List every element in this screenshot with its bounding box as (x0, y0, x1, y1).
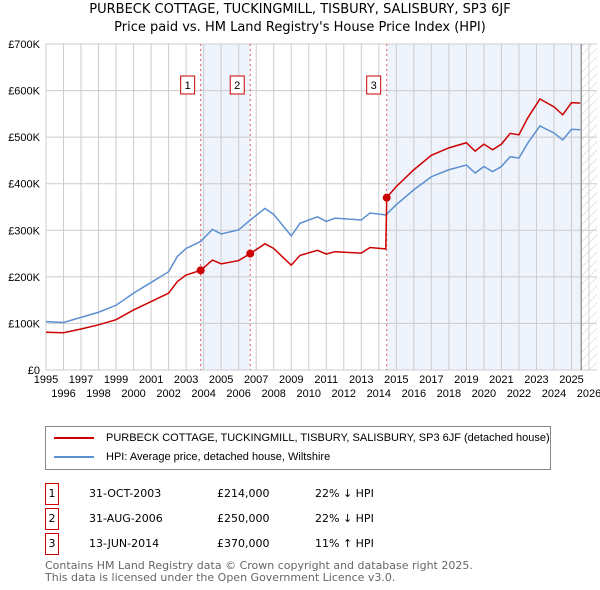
legend-swatch-property (54, 437, 94, 439)
sale-label-box (366, 75, 382, 95)
sale-row: 3 13-JUN-2014 £370,000 11% ↑ HPI (45, 533, 445, 555)
sale-point (382, 193, 391, 202)
x-tick-label: 2024 (542, 388, 566, 400)
sale-label-box (229, 75, 245, 95)
x-tick-label: 2004 (191, 388, 215, 400)
x-tick-label: 1995 (34, 374, 58, 386)
property-line (45, 97, 581, 334)
sale-label: 1 (185, 80, 191, 92)
x-tick-label: 2013 (349, 374, 373, 386)
sale-number: 1 (45, 483, 59, 505)
sale-hpi-diff: 22% ↓ HPI (315, 487, 374, 500)
y-tick-label: £200K (8, 272, 40, 284)
x-tick-label: 1997 (69, 374, 93, 386)
legend-label-hpi: HPI: Average price, detached house, Wilt… (106, 451, 331, 463)
chart-title: PURBECK COTTAGE, TUCKINGMILL, TISBURY, S… (89, 2, 511, 17)
x-tick-label: 2016 (402, 388, 426, 400)
sale-number: 3 (45, 533, 59, 555)
y-tick-label: £700K (8, 39, 40, 51)
sale-hpi-diff: 11% ↑ HPI (315, 537, 374, 550)
y-tick-label: £0 (28, 365, 40, 377)
x-tick-label: 1999 (104, 374, 128, 386)
x-tick-label: 2011 (314, 374, 338, 386)
x-tick-label: 2000 (121, 388, 145, 400)
sale-point (196, 266, 205, 275)
y-tick-label: £500K (8, 132, 40, 144)
x-tick-label: 2009 (279, 374, 303, 386)
x-tick-label: 2018 (437, 388, 461, 400)
legend-swatch-hpi (54, 456, 94, 458)
x-tick-label: 2001 (139, 374, 163, 386)
x-tick-label: 2019 (454, 374, 478, 386)
shade-region (200, 44, 251, 370)
x-tick-label: 1996 (51, 388, 75, 400)
x-tick-label: 1998 (86, 388, 110, 400)
sale-hpi-diff: 22% ↓ HPI (315, 512, 374, 525)
x-tick-label: 2007 (244, 374, 268, 386)
x-tick-label: 2021 (489, 374, 513, 386)
hpi-line (45, 125, 581, 324)
x-tick-label: 2005 (209, 374, 233, 386)
sale-date: 13-JUN-2014 (89, 537, 160, 550)
legend: PURBECK COTTAGE, TUCKINGMILL, TISBURY, S… (45, 426, 551, 470)
y-tick-label: £600K (8, 86, 40, 98)
sale-number: 2 (45, 508, 59, 530)
sale-price: £370,000 (217, 537, 270, 550)
y-tick-label: £100K (8, 318, 40, 330)
x-tick-label: 2015 (384, 374, 408, 386)
x-tick-label: 2010 (296, 388, 320, 400)
footer: Contains HM Land Registry data © Crown c… (45, 560, 473, 584)
x-tick-label: 2020 (472, 388, 496, 400)
x-tick-label: 2017 (419, 374, 443, 386)
y-tick-label: £400K (8, 179, 40, 191)
x-tick-label: 2014 (367, 388, 391, 400)
sale-point (246, 249, 255, 258)
plot-area: 1995 1996 1997 1998 1999 2000 2001 2002 2003 2004… (8, 39, 600, 400)
sale-label: 3 (371, 80, 377, 92)
chart-subtitle: Price paid vs. HM Land Registry's House … (114, 20, 486, 35)
x-tick-label: 2023 (524, 374, 548, 386)
sale-label-box (180, 75, 196, 95)
sale-price: £250,000 (217, 512, 270, 525)
x-tick-label: 2012 (332, 388, 356, 400)
sale-date: 31-OCT-2003 (89, 487, 162, 500)
x-tick-label: 2008 (261, 388, 285, 400)
x-tick-label: 2026 (577, 388, 600, 400)
sale-row: 2 31-AUG-2006 £250,000 22% ↓ HPI (45, 508, 445, 530)
sale-price: £214,000 (217, 487, 270, 500)
x-tick-label: 2025 (559, 374, 583, 386)
y-tick-label: £300K (8, 225, 40, 237)
x-tick-label: 2002 (156, 388, 180, 400)
sale-date: 31-AUG-2006 (89, 512, 163, 525)
legend-label-property: PURBECK COTTAGE, TUCKINGMILL, TISBURY, S… (106, 432, 550, 444)
sale-label: 2 (234, 80, 240, 92)
x-tick-label: 2006 (226, 388, 250, 400)
x-tick-label: 2022 (507, 388, 531, 400)
footer-line-2: This data is licensed under the Open Gov… (45, 571, 396, 584)
sale-row: 1 31-OCT-2003 £214,000 22% ↓ HPI (45, 483, 445, 505)
footer-line-1: Contains HM Land Registry data © Crown c… (45, 559, 473, 572)
x-tick-label: 2003 (174, 374, 198, 386)
